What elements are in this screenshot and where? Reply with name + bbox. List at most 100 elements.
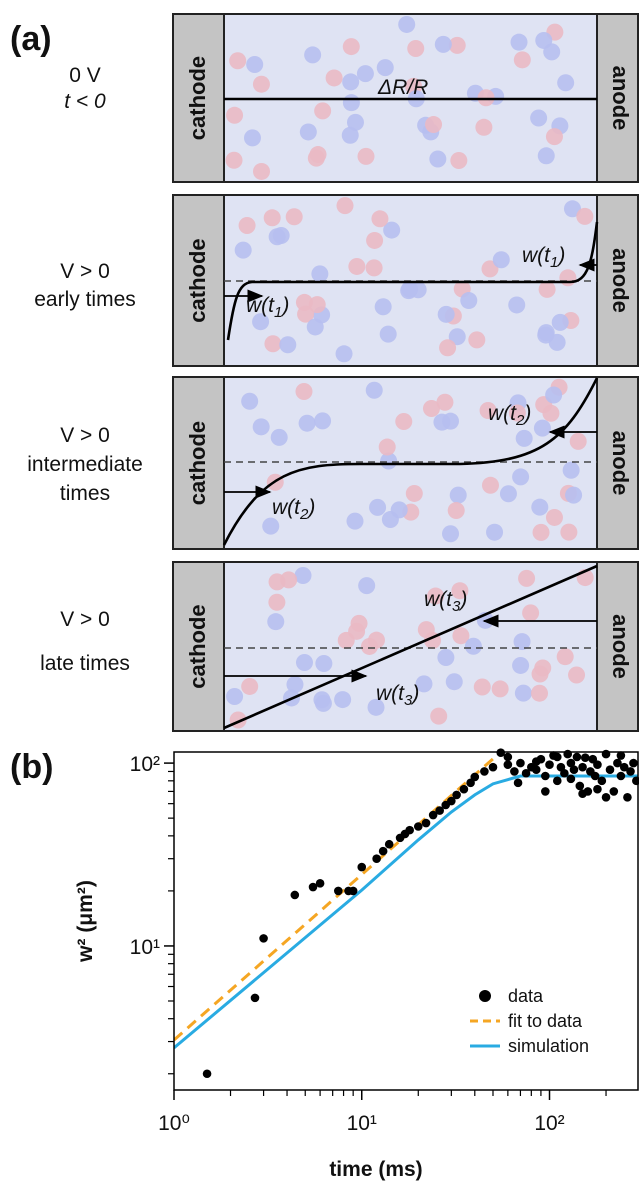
ion: [268, 593, 286, 611]
electrode-label: cathode: [185, 421, 210, 505]
ion: [342, 94, 360, 112]
data-point: [405, 825, 414, 835]
ion: [335, 345, 353, 363]
x-tick-label: 10¹: [347, 1112, 377, 1135]
ion: [434, 35, 452, 53]
ion: [314, 412, 332, 430]
annotation-part: ΔR/R: [377, 76, 428, 99]
data-point: [601, 749, 611, 759]
ion: [229, 52, 247, 70]
electrode-label: anode: [608, 248, 633, 313]
ion: [545, 128, 563, 146]
ion: [422, 400, 440, 418]
ion: [473, 678, 491, 696]
data-point: [601, 793, 611, 802]
y-axis-title: w² (μm²): [74, 880, 97, 963]
annotation-part: 1: [550, 254, 558, 271]
data-point: [372, 854, 381, 864]
ion: [400, 282, 418, 300]
ion: [442, 525, 460, 543]
ion: [447, 502, 465, 520]
data-point: [609, 787, 619, 796]
cell-frame: [172, 13, 639, 183]
ion: [297, 305, 315, 323]
annotation: w(t3): [376, 682, 419, 709]
data-point: [348, 886, 358, 896]
ion: [369, 498, 387, 516]
electrode-label: cathode: [185, 238, 210, 322]
ion: [415, 675, 433, 693]
annotation: w(t3): [424, 588, 467, 615]
ion: [225, 151, 243, 169]
ion: [367, 698, 385, 716]
annotation-part: w(t: [246, 294, 275, 317]
x-axis-title: time (ms): [329, 1158, 422, 1181]
ion: [374, 298, 392, 316]
ion: [448, 36, 466, 54]
ion: [298, 414, 316, 432]
ion: [430, 707, 448, 725]
data-point: [413, 822, 423, 831]
ion: [314, 102, 332, 120]
ion: [306, 318, 324, 336]
ion: [562, 461, 580, 479]
ion: [367, 631, 385, 649]
data-point: [421, 818, 431, 828]
ion: [390, 501, 408, 519]
annotation-part: w(t: [522, 244, 551, 267]
ion: [246, 55, 264, 73]
data-point: [357, 862, 367, 872]
ion: [304, 46, 322, 64]
electrode-texture: [172, 14, 224, 182]
cell-row: cathode anode 0 V t < 0 ΔR/R: [64, 13, 639, 183]
ion: [568, 666, 586, 684]
ion: [356, 65, 374, 83]
ion: [514, 684, 532, 702]
ion: [491, 680, 509, 698]
ion: [262, 517, 280, 535]
ion: [545, 508, 563, 526]
data-point: [384, 839, 394, 849]
ion: [295, 654, 313, 672]
ion: [342, 38, 360, 56]
ion: [252, 75, 270, 93]
data-point: [470, 772, 480, 782]
ion: [226, 106, 244, 124]
data-point: [315, 879, 325, 888]
ion: [537, 147, 555, 165]
data-point: [566, 774, 576, 784]
data-point: [447, 796, 456, 806]
ion: [336, 197, 354, 215]
annotation: w(t1): [522, 244, 565, 271]
y-tick-label: 10²: [130, 753, 160, 776]
ion: [551, 313, 569, 331]
ions: [241, 378, 587, 543]
annotation-part: 1: [274, 304, 282, 321]
ion: [437, 305, 455, 323]
data-point: [566, 758, 576, 768]
data-point: [452, 790, 461, 800]
ion: [449, 486, 467, 504]
data-point: [503, 760, 513, 770]
ion: [441, 412, 459, 430]
ion: [464, 637, 482, 655]
ion: [252, 162, 270, 180]
ion: [559, 269, 577, 287]
electrode-texture: [172, 377, 224, 549]
ion: [448, 328, 466, 346]
ion: [556, 648, 574, 666]
annotation: w(t1): [246, 294, 289, 321]
ion: [531, 684, 549, 702]
legend-marker: [479, 990, 491, 1002]
legend-label: fit to data: [508, 1011, 583, 1031]
ion: [513, 51, 531, 69]
ion: [395, 412, 413, 430]
annotation-part: ): [457, 588, 467, 611]
ion: [383, 221, 401, 239]
ion: [563, 200, 581, 218]
data-point: [250, 993, 260, 1003]
ion: [512, 468, 530, 486]
